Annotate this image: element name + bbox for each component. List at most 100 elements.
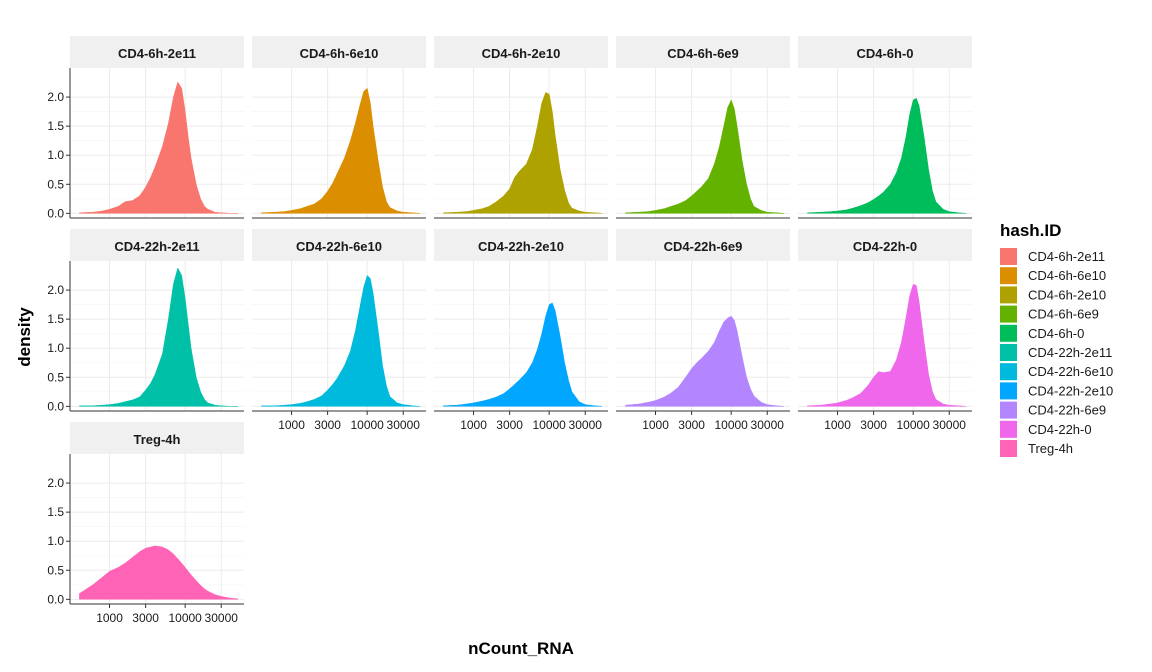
facet-strip (798, 229, 972, 261)
x-tick-label: 10000 (168, 611, 202, 625)
density-area (261, 275, 421, 407)
x-tick-label: 10000 (350, 418, 384, 432)
y-tick-label: 1.5 (47, 312, 64, 326)
legend-label: CD4-6h-6e9 (1028, 307, 1099, 322)
legend-item: CD4-22h-6e9 (1000, 401, 1106, 419)
density-area (625, 99, 785, 214)
density-area (79, 81, 238, 214)
facet-strip-label: CD4-6h-6e10 (300, 46, 379, 61)
facet-strip (434, 229, 608, 261)
x-tick-label: 1000 (460, 418, 487, 432)
y-tick-label: 0.5 (47, 563, 64, 577)
facet-strip (798, 36, 972, 68)
x-tick-label: 3000 (860, 418, 887, 432)
x-tick-label: 10000 (532, 418, 566, 432)
facet-strip (252, 229, 426, 261)
x-tick-label: 30000 (205, 611, 239, 625)
legend-item: CD4-6h-0 (1000, 324, 1084, 342)
legend-label: CD4-6h-0 (1028, 326, 1084, 341)
legend-item: CD4-6h-2e11 (1000, 248, 1105, 265)
x-tick-label: 1000 (96, 611, 123, 625)
legend-label: Treg-4h (1028, 441, 1073, 456)
y-tick-label: 0.5 (47, 177, 64, 191)
y-tick-label: 1.0 (47, 534, 64, 548)
facet-panel: CD4-6h-2e11 0.0 0.5 1.0 1.5 2.0 (47, 36, 244, 220)
facet-strip (70, 36, 244, 68)
x-tick-label: 30000 (569, 418, 603, 432)
density-area (443, 92, 603, 214)
legend-item: Treg-4h (1000, 440, 1073, 457)
facet-strip-label: CD4-22h-6e10 (296, 239, 382, 254)
x-tick-label: 30000 (751, 418, 785, 432)
facet-panel: CD4-6h-0 (798, 36, 972, 219)
x-tick-label: 1000 (642, 418, 669, 432)
density-area (625, 315, 785, 407)
legend-label: CD4-6h-6e10 (1028, 268, 1106, 283)
facet-panel: CD4-22h-2e10 1000 3000 10000 30000 (434, 229, 608, 432)
y-tick-label: 1.5 (47, 505, 64, 519)
legend-key (1000, 324, 1017, 342)
facet-strip-label: CD4-6h-6e9 (667, 46, 739, 61)
x-tick-label: 1000 (278, 418, 305, 432)
facet-strip (434, 36, 608, 68)
facet-panels: CD4-6h-2e11 0.0 0.5 1.0 1.5 2.0 CD4-6h-6e10 CD4… (47, 36, 972, 625)
facet-panel: CD4-6h-6e10 (252, 36, 426, 219)
legend-items: CD4-6h-2e11 CD4-6h-6e10 CD4-6h-2e10 CD4-6h-… (1000, 248, 1113, 457)
facet-strip-label: CD4-22h-0 (853, 239, 917, 254)
facet-panel: CD4-6h-2e10 (434, 36, 608, 219)
y-tick-label: 1.0 (47, 341, 64, 355)
y-tick-label: 2.0 (47, 90, 64, 104)
legend-key (1000, 382, 1017, 400)
density-area (807, 97, 967, 214)
density-area (807, 283, 967, 407)
legend-item: CD4-22h-2e11 (1000, 344, 1112, 361)
facet-panel: CD4-22h-6e9 1000 3000 10000 30000 (616, 229, 790, 432)
x-tick-label: 10000 (896, 418, 930, 432)
x-tick-label: 10000 (714, 418, 748, 432)
y-axis-title: density (15, 307, 34, 367)
y-tick-label: 1.0 (47, 148, 64, 162)
facet-strip (70, 229, 244, 261)
legend-item: CD4-6h-2e10 (1000, 286, 1106, 304)
legend-key (1000, 401, 1017, 419)
density-area (79, 545, 239, 600)
facet-strip-label: CD4-6h-2e11 (118, 46, 196, 61)
legend-key (1000, 420, 1017, 438)
x-axis-title: nCount_RNA (468, 639, 574, 658)
legend-item: CD4-22h-2e10 (1000, 382, 1113, 400)
x-tick-label: 1000 (824, 418, 851, 432)
legend-title: hash.ID (1000, 221, 1061, 240)
facet-panel: CD4-6h-6e9 (616, 36, 790, 219)
legend-item: CD4-6h-6e10 (1000, 267, 1106, 285)
legend-label: CD4-6h-2e11 (1028, 249, 1105, 264)
legend-item: CD4-6h-6e9 (1000, 305, 1099, 323)
y-tick-label: 0.0 (47, 592, 64, 606)
legend-label: CD4-6h-2e10 (1028, 287, 1106, 302)
facet-strip (616, 229, 790, 261)
y-tick-label: 0.5 (47, 370, 64, 384)
legend-item: CD4-22h-6e10 (1000, 363, 1113, 381)
facet-strip (70, 422, 244, 454)
facet-strip-label: Treg-4h (134, 432, 181, 447)
facet-panel: CD4-22h-0 1000 3000 10000 30000 (798, 229, 972, 432)
x-tick-label: 3000 (496, 418, 523, 432)
legend-key (1000, 305, 1017, 323)
facet-strip (252, 36, 426, 68)
x-tick-label: 3000 (132, 611, 159, 625)
legend-label: CD4-22h-0 (1028, 422, 1092, 437)
density-area (261, 87, 421, 214)
density-area (443, 302, 603, 407)
legend-key (1000, 363, 1017, 381)
facet-panel: Treg-4h 0.0 0.5 1.0 1.5 2.0 1000 3000 10000 30000 (47, 422, 244, 625)
legend-label: CD4-22h-2e10 (1028, 383, 1113, 398)
facet-strip-label: CD4-22h-2e11 (114, 239, 199, 254)
facet-panel: CD4-22h-2e11 0.0 0.5 1.0 1.5 2.0 (47, 229, 244, 413)
y-tick-label: 2.0 (47, 283, 64, 297)
legend-key (1000, 344, 1017, 361)
x-tick-label: 30000 (933, 418, 967, 432)
y-tick-label: 2.0 (47, 476, 64, 490)
legend-key (1000, 267, 1017, 285)
x-tick-label: 3000 (314, 418, 341, 432)
legend-key (1000, 286, 1017, 304)
